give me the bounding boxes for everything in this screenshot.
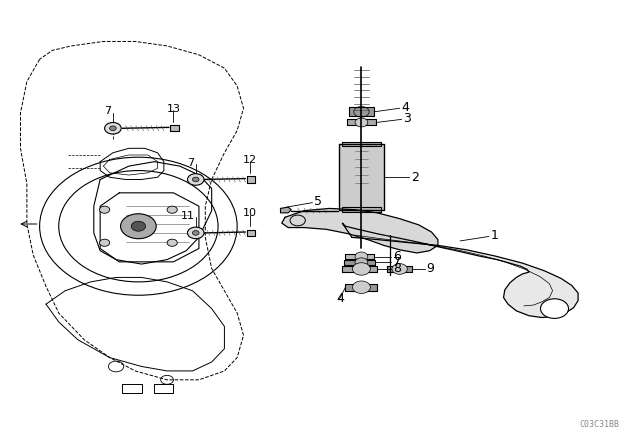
Polygon shape <box>339 144 384 210</box>
Text: 11: 11 <box>181 211 195 221</box>
Text: 7: 7 <box>104 106 111 116</box>
Circle shape <box>540 299 568 319</box>
Circle shape <box>99 239 109 246</box>
Polygon shape <box>342 207 381 211</box>
Circle shape <box>392 263 407 274</box>
Polygon shape <box>342 223 578 318</box>
Polygon shape <box>347 119 376 125</box>
Text: 4: 4 <box>401 101 410 114</box>
Text: 13: 13 <box>166 103 180 114</box>
Circle shape <box>120 214 156 239</box>
Circle shape <box>167 206 177 213</box>
Circle shape <box>353 281 371 293</box>
Text: 9: 9 <box>426 263 435 276</box>
Circle shape <box>355 252 368 261</box>
Polygon shape <box>246 230 255 236</box>
Text: 3: 3 <box>403 112 412 125</box>
Polygon shape <box>246 177 255 183</box>
Text: 10: 10 <box>243 208 257 218</box>
Circle shape <box>193 177 199 182</box>
Polygon shape <box>349 108 374 116</box>
Circle shape <box>188 174 204 185</box>
Circle shape <box>104 122 121 134</box>
Text: 8: 8 <box>393 263 401 276</box>
Polygon shape <box>342 142 381 146</box>
Circle shape <box>99 206 109 213</box>
Polygon shape <box>342 266 378 271</box>
Circle shape <box>355 118 368 127</box>
Text: 12: 12 <box>243 155 257 165</box>
Circle shape <box>353 263 371 275</box>
Circle shape <box>131 221 145 231</box>
Polygon shape <box>346 254 374 259</box>
Circle shape <box>167 239 177 246</box>
Text: C03C31BB: C03C31BB <box>579 420 620 429</box>
Circle shape <box>188 227 204 239</box>
Text: 4: 4 <box>337 292 344 305</box>
Text: 7: 7 <box>187 158 194 168</box>
Circle shape <box>193 231 199 235</box>
Text: 6: 6 <box>393 250 401 263</box>
Circle shape <box>109 126 116 131</box>
Text: 1: 1 <box>491 228 499 241</box>
Polygon shape <box>344 260 376 265</box>
Circle shape <box>355 258 368 267</box>
Text: 2: 2 <box>411 171 419 184</box>
Polygon shape <box>170 125 179 131</box>
Polygon shape <box>346 284 378 291</box>
Polygon shape <box>280 207 291 213</box>
Polygon shape <box>387 266 412 271</box>
Polygon shape <box>282 208 438 253</box>
Text: 7: 7 <box>393 256 401 269</box>
Text: 5: 5 <box>314 195 322 208</box>
